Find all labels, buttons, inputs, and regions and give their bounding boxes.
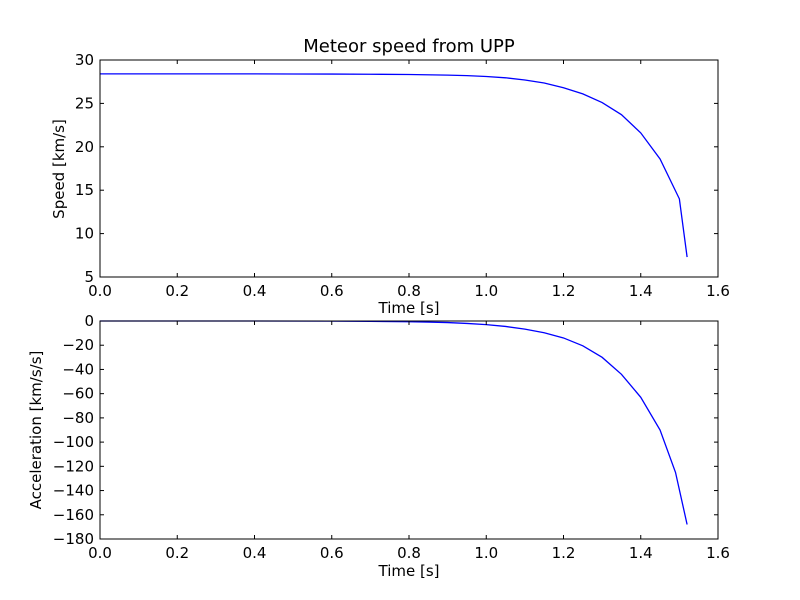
acceleration-y-tick-label: −40 <box>62 360 94 378</box>
acceleration-y-axis-label: Acceleration [km/s/s] <box>27 351 45 510</box>
acceleration-y-tick-label: −160 <box>53 506 94 524</box>
speed-x-tick-label: 0.6 <box>320 282 344 300</box>
acceleration-x-tick-label: 1.6 <box>706 544 730 562</box>
acceleration-x-axis-label: Time [s] <box>378 562 440 580</box>
acceleration-y-tick-label: −80 <box>62 409 94 427</box>
speed-x-tick-label: 0.4 <box>243 282 267 300</box>
acceleration-plot: 0.0 0.2 0.4 0.6 0.8 1.0 1.2 1.4 1.6 0 −20 −40 −60 −80… <box>53 312 730 562</box>
speed-x-tick-label: 1.4 <box>629 282 653 300</box>
speed-y-tick-label: 30 <box>75 51 94 69</box>
acceleration-series-line <box>100 320 688 525</box>
acceleration-axes-frame <box>99 320 719 540</box>
acceleration-x-tick-label: 0.6 <box>320 544 344 562</box>
acceleration-x-tick-label: 1.4 <box>629 544 653 562</box>
acceleration-y-tick-label: −180 <box>53 530 94 548</box>
acceleration-x-tick-label: 0.2 <box>165 544 189 562</box>
acceleration-y-tick-label: −60 <box>62 385 94 403</box>
speed-y-tick-label: 15 <box>75 181 94 199</box>
acceleration-y-tick-label: −120 <box>53 457 94 475</box>
speed-x-tick-label: 1.2 <box>552 282 576 300</box>
speed-x-tick-label: 0.8 <box>397 282 421 300</box>
acceleration-x-tick-label: 0.4 <box>243 544 267 562</box>
chart-title: Meteor speed from UPP <box>303 36 515 57</box>
acceleration-x-tick-label: 1.0 <box>474 544 498 562</box>
speed-x-tick-label: 0.2 <box>165 282 189 300</box>
acceleration-y-tick-label: −100 <box>53 433 94 451</box>
speed-y-tick-label: 20 <box>75 138 94 156</box>
acceleration-y-tick-label: 0 <box>84 312 94 330</box>
speed-x-tick-label: 0.0 <box>88 282 112 300</box>
speed-y-tick-label: 5 <box>84 268 94 286</box>
speed-series-line <box>100 73 688 258</box>
speed-y-tick-label: 10 <box>75 225 94 243</box>
speed-y-tick-label: 25 <box>75 94 94 112</box>
speed-x-tick-label: 1.0 <box>474 282 498 300</box>
acceleration-x-tick-label: 0.8 <box>397 544 421 562</box>
acceleration-y-tick-label: −20 <box>62 336 94 354</box>
speed-plot: 0.0 0.2 0.4 0.6 0.8 1.0 1.2 1.4 1.6 5 10 15 20 25 30 <box>75 51 730 300</box>
speed-x-axis-label: Time [s] <box>378 299 440 317</box>
acceleration-x-tick-label: 1.2 <box>552 544 576 562</box>
acceleration-x-tick-label: 0.0 <box>88 544 112 562</box>
speed-y-axis-label: Speed [km/s] <box>50 119 68 219</box>
speed-axes-frame <box>99 59 719 278</box>
speed-x-tick-label: 1.6 <box>706 282 730 300</box>
acceleration-y-tick-label: −140 <box>53 482 94 500</box>
